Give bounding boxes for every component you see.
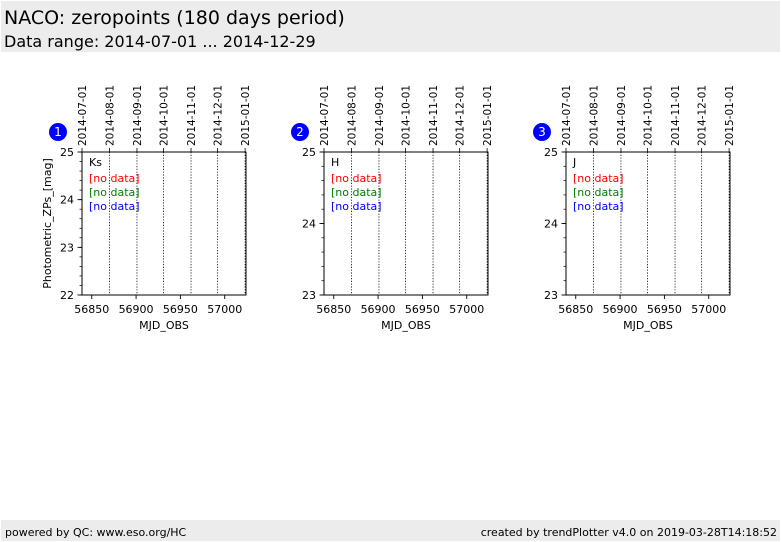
x-tick-label: 56950	[647, 303, 682, 316]
x-tick-label: 57000	[449, 303, 484, 316]
y-tick-label: 24	[544, 218, 558, 231]
no-data-label: [no data]	[331, 172, 382, 185]
x-tick-label: 56850	[316, 303, 351, 316]
y-axis-label: Photometric_ZPs_[mag]	[41, 158, 54, 289]
top-date-tick-label: 2014-07-01	[319, 85, 331, 146]
top-date-tick-label: 2014-11-01	[670, 85, 682, 146]
no-data-label: [no data]	[573, 200, 624, 213]
top-date-tick-label: 2014-08-01	[104, 85, 116, 146]
no-data-label: [no data]	[331, 200, 382, 213]
top-date-tick-label: 2014-08-01	[588, 85, 600, 146]
band-label: Ks	[89, 156, 102, 169]
y-tick-label: 25	[60, 146, 74, 159]
report-header: NACO: zeropoints (180 days period) Data …	[1, 1, 780, 52]
panel-badge	[533, 123, 551, 141]
x-tick-label: 57000	[207, 303, 242, 316]
date-range-subtitle: Data range: 2014-07-01 ... 2014-12-29	[4, 32, 316, 51]
top-date-tick-label: 2014-09-01	[132, 85, 144, 146]
panel-badge-number: 2	[296, 125, 304, 139]
y-tick-label: 25	[302, 146, 316, 159]
top-date-tick-label: 2014-07-01	[561, 85, 573, 146]
top-date-tick-label: 2014-11-01	[428, 85, 440, 146]
band-label: H	[331, 156, 339, 169]
x-tick-label: 56900	[361, 303, 396, 316]
report-footer: powered by QC: www.eso.org/HC created by…	[1, 520, 780, 541]
top-date-tick-label: 2014-08-01	[346, 85, 358, 146]
top-date-tick-label: 2014-09-01	[616, 85, 628, 146]
y-tick-label: 23	[302, 289, 316, 302]
x-tick-label: 56900	[119, 303, 154, 316]
y-tick-label: 24	[60, 194, 74, 207]
y-tick-label: 23	[544, 289, 558, 302]
top-date-tick-label: 2014-07-01	[77, 85, 89, 146]
y-tick-label: 25	[544, 146, 558, 159]
x-axis-label: MJD_OBS	[139, 319, 189, 332]
no-data-label: [no data]	[331, 186, 382, 199]
footer-created-by: created by trendPlotter v4.0 on 2019-03-…	[480, 526, 777, 539]
top-date-tick-label: 2014-12-01	[213, 85, 225, 146]
band-label: J	[572, 156, 576, 169]
chart-panel-1: 2014-07-01 2014-08-01 2014-09-01 2014-10-01…	[41, 85, 252, 332]
x-tick-label: 56950	[163, 303, 198, 316]
panel-badge	[291, 123, 309, 141]
page-title: NACO: zeropoints (180 days period)	[4, 7, 345, 29]
x-tick-label: 56950	[405, 303, 440, 316]
x-tick-label: 56900	[603, 303, 638, 316]
x-tick-label: 56850	[558, 303, 593, 316]
top-date-tick-label: 2015-01-01	[724, 85, 736, 146]
no-data-label: [no data]	[573, 172, 624, 185]
top-date-tick-label: 2014-12-01	[455, 85, 467, 146]
no-data-label: [no data]	[89, 200, 140, 213]
panel-badge	[49, 123, 67, 141]
panel-badge-number: 1	[54, 125, 62, 139]
chart-panel-3: 2014-07-01 2014-08-01 2014-09-01 2014-10-01…	[533, 85, 736, 332]
top-date-tick-label: 2015-01-01	[482, 85, 494, 146]
plot-frame	[81, 151, 247, 296]
no-data-label: [no data]	[89, 172, 140, 185]
top-date-tick-label: 2014-12-01	[697, 85, 709, 146]
x-axis-label: MJD_OBS	[623, 319, 673, 332]
y-tick-label: 22	[60, 289, 74, 302]
top-date-tick-label: 2014-10-01	[159, 85, 171, 146]
panel-badge-number: 3	[538, 125, 546, 139]
top-date-tick-label: 2014-10-01	[401, 85, 413, 146]
footer-powered-by: powered by QC: www.eso.org/HC	[5, 526, 187, 539]
top-date-tick-label: 2014-09-01	[374, 85, 386, 146]
no-data-label: [no data]	[573, 186, 624, 199]
chart-panel-2: 2014-07-01 2014-08-01 2014-09-01 2014-10-01…	[291, 85, 494, 332]
y-tick-label: 24	[302, 218, 316, 231]
no-data-label: [no data]	[89, 186, 140, 199]
y-tick-label: 23	[60, 241, 74, 254]
top-date-tick-label: 2014-11-01	[186, 85, 198, 146]
top-date-tick-label: 2015-01-01	[240, 85, 252, 146]
top-date-tick-label: 2014-10-01	[643, 85, 655, 146]
x-axis-label: MJD_OBS	[381, 319, 431, 332]
x-tick-label: 56850	[74, 303, 109, 316]
x-tick-label: 57000	[691, 303, 726, 316]
